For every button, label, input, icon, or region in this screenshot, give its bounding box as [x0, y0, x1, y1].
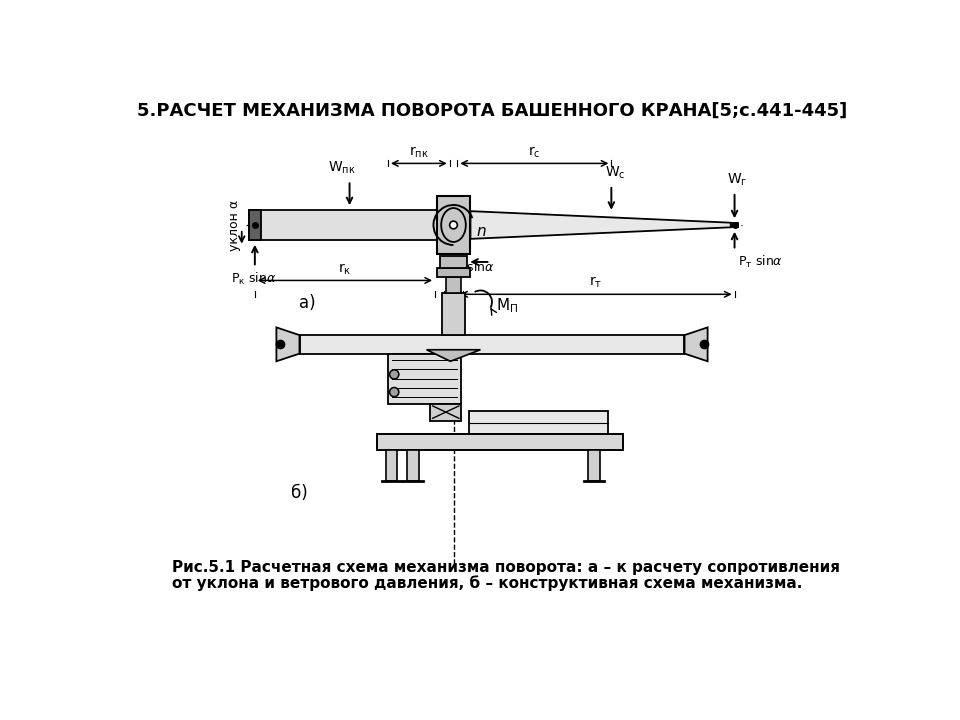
Polygon shape	[388, 354, 461, 404]
Polygon shape	[470, 211, 731, 239]
Text: от уклона и ветрового давления, б – конструктивная схема механизма.: от уклона и ветрового давления, б – конс…	[173, 575, 803, 591]
Text: P$_{\mathregular{к}}$ sin$\alpha$: P$_{\mathregular{к}}$ sin$\alpha$	[230, 271, 276, 287]
Text: r$_{\mathregular{п}}$: r$_{\mathregular{п}}$	[446, 261, 460, 276]
Text: r$_{\mathregular{к}}$: r$_{\mathregular{к}}$	[338, 261, 351, 276]
Circle shape	[390, 370, 398, 379]
Text: P$_{\mathregular{п}}$sin$\alpha$: P$_{\mathregular{п}}$sin$\alpha$	[453, 260, 495, 276]
Text: W$_{\mathregular{пк}}$: W$_{\mathregular{пк}}$	[328, 160, 356, 176]
Text: n: n	[476, 224, 486, 238]
Polygon shape	[684, 328, 708, 361]
Polygon shape	[386, 450, 397, 481]
Polygon shape	[731, 222, 738, 228]
Polygon shape	[440, 256, 468, 268]
Polygon shape	[588, 450, 600, 481]
Polygon shape	[276, 328, 300, 361]
Text: 5.РАСЧЕТ МЕХАНИЗМА ПОВОРОТА БАШЕННОГО КРАНА[5;с.441-445]: 5.РАСЧЕТ МЕХАНИЗМА ПОВОРОТА БАШЕННОГО КР…	[137, 102, 847, 120]
Text: а): а)	[299, 294, 316, 312]
Polygon shape	[250, 210, 261, 240]
Polygon shape	[250, 210, 437, 240]
Polygon shape	[437, 268, 470, 277]
Text: P$_{\mathregular{т}}$ sin$\alpha$: P$_{\mathregular{т}}$ sin$\alpha$	[738, 254, 783, 270]
Circle shape	[449, 221, 457, 229]
Text: r$_{\mathregular{пк}}$: r$_{\mathregular{пк}}$	[409, 144, 429, 160]
Polygon shape	[300, 335, 684, 354]
Polygon shape	[376, 434, 623, 450]
Text: уклон α: уклон α	[228, 199, 241, 251]
Polygon shape	[445, 277, 461, 293]
Text: r$_{\mathregular{с}}$: r$_{\mathregular{с}}$	[528, 144, 540, 160]
Polygon shape	[430, 404, 461, 420]
Text: б): б)	[291, 485, 308, 503]
Polygon shape	[437, 196, 470, 254]
Circle shape	[390, 387, 398, 397]
Text: W$_{\mathregular{с}}$: W$_{\mathregular{с}}$	[605, 165, 626, 181]
Text: W$_{\mathregular{г}}$: W$_{\mathregular{г}}$	[727, 171, 747, 188]
Text: r$_{\mathregular{т}}$: r$_{\mathregular{т}}$	[589, 275, 603, 290]
Polygon shape	[442, 293, 465, 335]
Polygon shape	[468, 411, 608, 434]
Text: M$_{\mathregular{П}}$: M$_{\mathregular{П}}$	[496, 297, 518, 315]
Text: Рис.5.1 Расчетная схема механизма поворота: а – к расчету сопротивления: Рис.5.1 Расчетная схема механизма поворо…	[173, 560, 840, 575]
Polygon shape	[426, 350, 480, 361]
Polygon shape	[407, 450, 419, 481]
